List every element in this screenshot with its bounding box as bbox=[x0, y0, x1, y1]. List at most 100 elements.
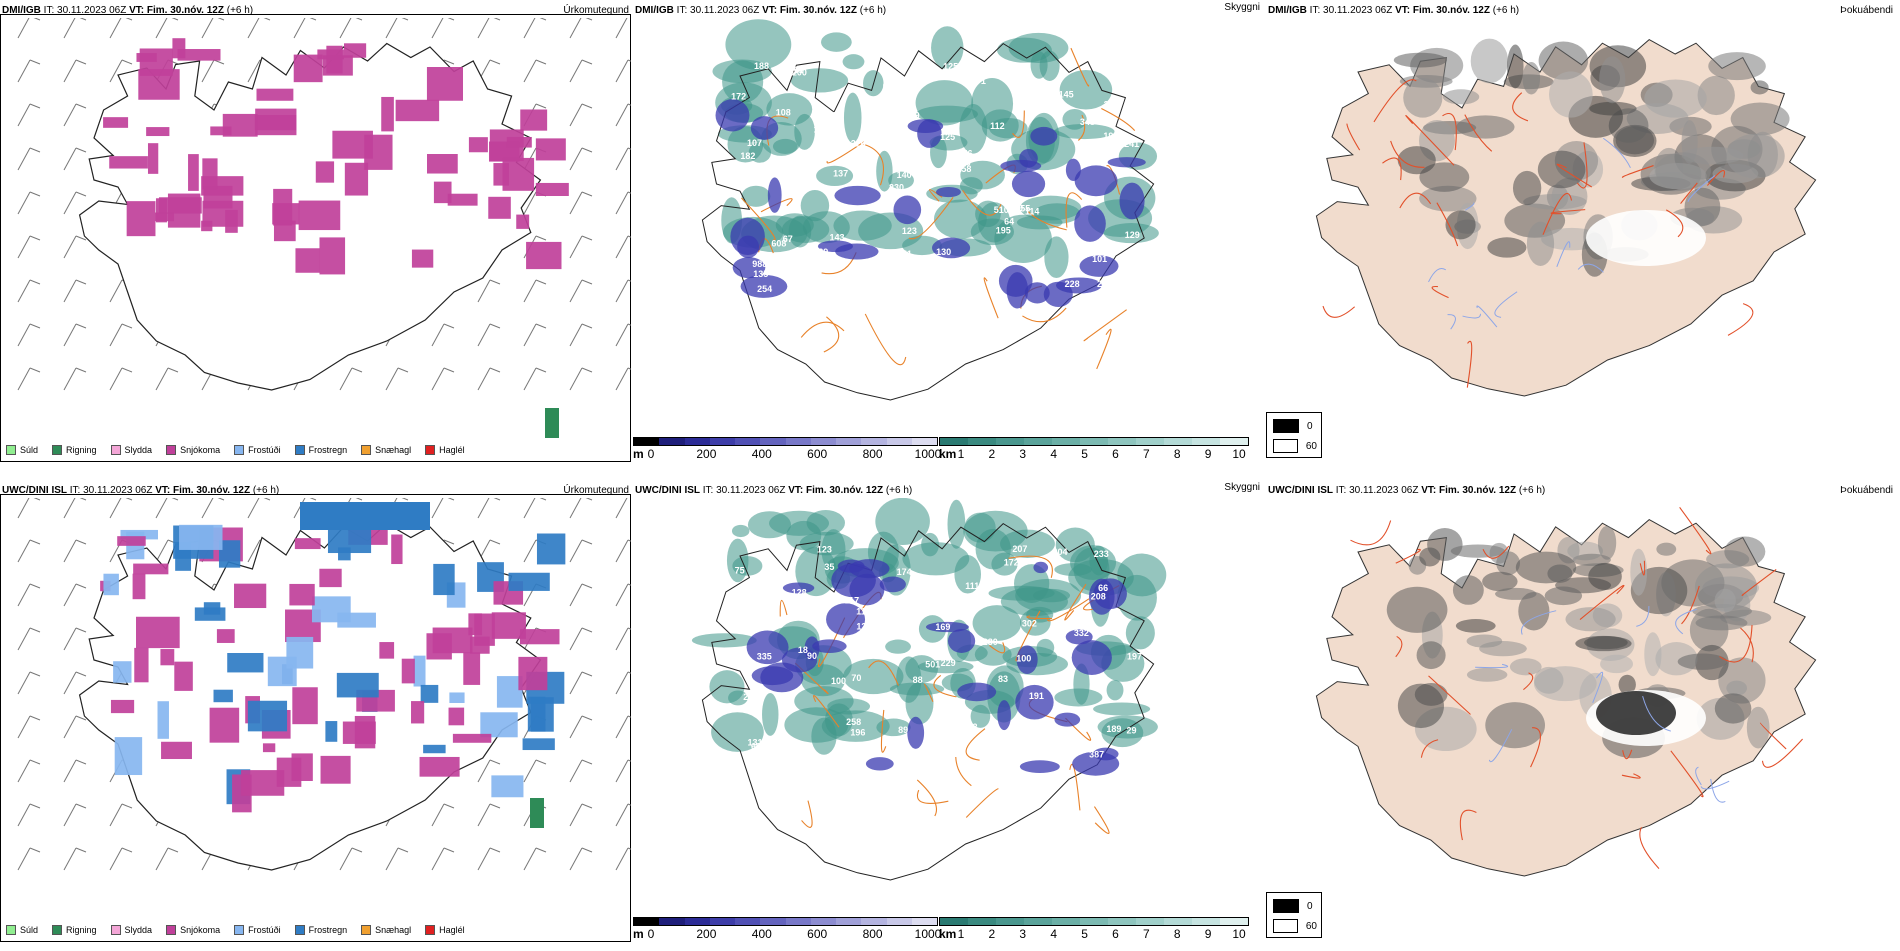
low-visibility-km bbox=[1000, 529, 1055, 558]
low-visibility-m bbox=[834, 185, 881, 206]
wind-barb bbox=[63, 627, 87, 651]
visibility-value: 29 bbox=[910, 110, 920, 120]
wind-barb bbox=[615, 847, 631, 871]
precip-cell bbox=[325, 721, 338, 742]
wind-barb bbox=[615, 59, 631, 83]
road-line bbox=[1026, 209, 1067, 231]
colorbar-tick: 10 bbox=[1232, 447, 1246, 461]
precip-cell bbox=[202, 200, 244, 227]
wind-barb bbox=[615, 367, 631, 391]
colorbar-swatch bbox=[659, 438, 685, 445]
road-line bbox=[1464, 114, 1493, 152]
cloud-cover bbox=[1419, 185, 1477, 212]
colorbar-swatch bbox=[836, 438, 862, 445]
precip-cell bbox=[426, 154, 458, 174]
low-visibility-km bbox=[1044, 236, 1069, 279]
legend-swatch bbox=[234, 445, 245, 455]
colorbar-cells bbox=[939, 917, 1249, 926]
visibility-value: 143 bbox=[829, 232, 844, 242]
river-line bbox=[1695, 766, 1702, 786]
visibility-value: 107 bbox=[747, 138, 762, 148]
visibility-value: 259 bbox=[904, 257, 919, 267]
panel-visibility-dmi: DMI/IGB IT: 30.11.2023 06Z VT: Fim. 30.n… bbox=[633, 0, 1266, 463]
road-line bbox=[1322, 305, 1356, 318]
precip-cell bbox=[227, 653, 264, 673]
road-line bbox=[1096, 328, 1112, 370]
colorbar-swatch bbox=[968, 918, 996, 925]
visibility-value: 108 bbox=[776, 108, 791, 118]
wind-barb bbox=[569, 715, 593, 739]
low-visibility-m bbox=[957, 682, 997, 702]
visibility-value: 233 bbox=[1094, 549, 1109, 559]
wind-barb bbox=[569, 103, 593, 127]
visibility-km-colorbar: km 1 2 3 4 5 6 7 8 9 10 bbox=[939, 917, 1249, 951]
road-line bbox=[741, 197, 776, 241]
legend-item-sudd: Súld bbox=[6, 925, 38, 935]
road-line bbox=[965, 788, 999, 818]
visibility-value: 125 bbox=[943, 62, 958, 72]
wind-barb bbox=[615, 279, 631, 303]
road-line bbox=[1431, 285, 1449, 299]
cloud-cover bbox=[1512, 170, 1542, 206]
visibility-value: 230 bbox=[889, 183, 904, 193]
wind-barb bbox=[385, 847, 409, 871]
wind-barb bbox=[17, 18, 41, 39]
wind-barb bbox=[615, 191, 631, 215]
road-line bbox=[1420, 739, 1439, 758]
legend-item-snaehagl: Snæhagl bbox=[361, 445, 411, 455]
wind-barb bbox=[17, 498, 41, 519]
road-line bbox=[1069, 763, 1081, 811]
precip-cell bbox=[520, 109, 548, 131]
wind-barb bbox=[63, 367, 87, 391]
legend-swatch bbox=[425, 445, 436, 455]
panel-title: DMI/IGB IT: 30.11.2023 06Z VT: Fim. 30.n… bbox=[1268, 5, 1520, 16]
colorbar-unit: m bbox=[633, 447, 644, 461]
colorbar-swatch bbox=[709, 918, 735, 925]
precip-cell bbox=[300, 502, 430, 530]
river-line bbox=[1710, 778, 1726, 803]
cloud-cover bbox=[1630, 548, 1648, 596]
low-visibility-m bbox=[925, 621, 969, 633]
cloud-cover bbox=[1442, 89, 1480, 105]
cloud-cover bbox=[1445, 210, 1476, 240]
low-visibility-m bbox=[737, 235, 760, 259]
precip-cell bbox=[272, 203, 300, 225]
wind-barb bbox=[385, 367, 409, 391]
cloud-cover bbox=[1726, 680, 1748, 696]
low-visibility-km bbox=[917, 660, 974, 674]
fog-indicator-map bbox=[1315, 38, 1817, 397]
road-line bbox=[1350, 520, 1392, 546]
visibility-value: 501 bbox=[925, 660, 940, 670]
colorbar-cells bbox=[939, 437, 1249, 446]
colorbar-tick: 9 bbox=[1204, 927, 1212, 941]
precip-cell bbox=[419, 756, 460, 777]
road-line bbox=[1512, 92, 1529, 122]
legend-item-frostregn: Frostregn bbox=[294, 925, 347, 935]
visibility-value: 387 bbox=[1089, 749, 1104, 759]
road-line bbox=[923, 683, 934, 702]
visibility-value: 138 bbox=[902, 157, 917, 167]
low-visibility-km bbox=[902, 542, 970, 576]
wind-barb bbox=[17, 323, 41, 347]
precip-cell bbox=[433, 563, 455, 596]
visibility-value: 258 bbox=[846, 717, 861, 727]
visibility-value: 90 bbox=[807, 651, 817, 661]
wind-barb bbox=[63, 539, 87, 563]
precip-cell bbox=[201, 176, 244, 196]
visibility-map: 141 200 236 251 269 230 112 115 105 125 67 263 135 85… bbox=[701, 19, 1159, 401]
wind-barb bbox=[63, 759, 87, 783]
cloud-cover bbox=[1537, 150, 1586, 189]
legend-item-frostudi: Frostúði bbox=[234, 445, 281, 455]
colorbar-swatch bbox=[1136, 918, 1164, 925]
low-visibility-m bbox=[879, 576, 906, 593]
visibility-value: 311 bbox=[985, 256, 1000, 266]
panel-fog-dmi: DMI/IGB IT: 30.11.2023 06Z VT: Fim. 30.n… bbox=[1266, 0, 1899, 463]
precip-cell bbox=[222, 113, 258, 137]
visibility-value: 83 bbox=[998, 674, 1008, 684]
visibility-value: 182 bbox=[740, 151, 755, 161]
wind-barb bbox=[431, 498, 455, 519]
wind-barb bbox=[63, 191, 87, 215]
precip-cell bbox=[452, 733, 492, 743]
low-visibility-km bbox=[986, 665, 1024, 708]
precip-cell bbox=[381, 96, 394, 132]
